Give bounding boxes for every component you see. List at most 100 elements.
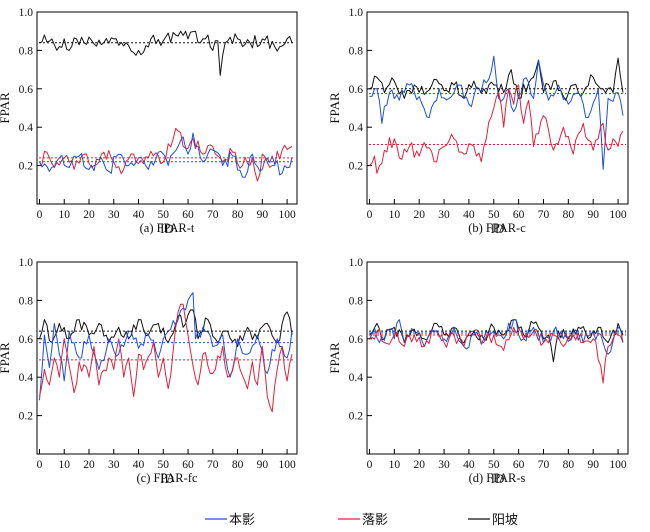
x-tick-label: 10 — [58, 209, 70, 221]
y-tick-label: 0.8 — [349, 295, 364, 307]
x-axis-label: ID — [491, 221, 505, 236]
x-tick-label: 50 — [488, 459, 500, 471]
x-tick-label: 20 — [413, 459, 425, 471]
chart-panel: 0.2 0.4 0.6 0.8 1.0 0 10 20 30 40 50 60 70 80 90 100 ID F… — [0, 257, 298, 486]
x-tick-label: 70 — [538, 459, 550, 471]
y-axis-label: FPAR — [0, 342, 12, 374]
panel-caption: (b) FPAR-c — [468, 221, 526, 235]
x-axis-label: ID — [160, 471, 174, 486]
x-tick-label: 0 — [367, 459, 373, 471]
y-axis-label: FPAR — [0, 92, 12, 124]
x-tick-label: 100 — [609, 459, 627, 471]
x-tick-label: 80 — [232, 209, 244, 221]
y-tick-label: 0.2 — [19, 411, 34, 423]
x-tick-label: 90 — [257, 459, 269, 471]
y-tick-label: 0.2 — [19, 161, 34, 173]
series-line — [369, 84, 624, 174]
y-tick-label: 0.4 — [349, 122, 364, 134]
series-line — [39, 127, 293, 182]
x-tick-label: 30 — [438, 209, 450, 221]
x-tick-label: 80 — [232, 459, 244, 471]
chart-panel: 0.2 0.4 0.6 0.8 1.0 0 10 20 30 40 50 60 70 80 90 100 ID F… — [0, 7, 298, 236]
chart-panel: 0.2 0.4 0.6 0.8 1.0 0 10 20 30 40 50 60 70 80 90 100 ID F… — [327, 257, 629, 486]
y-tick-label: 1.0 — [349, 7, 364, 19]
y-tick-label: 1.0 — [349, 257, 364, 269]
series-line — [369, 55, 624, 170]
x-tick-label: 10 — [389, 459, 401, 471]
x-tick-label: 20 — [83, 459, 95, 471]
y-tick-label: 0.6 — [349, 334, 364, 346]
x-tick-label: 40 — [463, 459, 475, 471]
x-tick-label: 30 — [438, 459, 450, 471]
y-tick-label: 1.0 — [19, 257, 34, 269]
legend: 本影 落影 阳坡 — [205, 512, 518, 527]
x-tick-label: 60 — [513, 209, 525, 221]
y-tick-label: 0.6 — [19, 334, 34, 346]
series-line — [39, 292, 293, 401]
x-tick-label: 70 — [207, 209, 219, 221]
x-tick-label: 40 — [133, 459, 145, 471]
x-tick-label: 40 — [463, 209, 475, 221]
plot-frame — [36, 261, 298, 455]
chart-panel: 0.2 0.4 0.6 0.8 1.0 0 10 20 30 40 50 60 70 80 90 100 ID F… — [327, 7, 629, 236]
y-tick-label: 0.4 — [349, 372, 364, 384]
x-tick-label: 10 — [389, 209, 401, 221]
y-axis-label: FPAR — [327, 342, 342, 374]
x-tick-label: 100 — [278, 209, 296, 221]
series-line — [369, 319, 624, 363]
x-tick-label: 10 — [58, 459, 70, 471]
x-tick-label: 50 — [158, 209, 170, 221]
x-tick-label: 60 — [513, 459, 525, 471]
plot-frame — [366, 11, 629, 205]
y-tick-label: 0.8 — [349, 45, 364, 57]
legend-label: 阳坡 — [492, 512, 518, 527]
series-line — [39, 132, 293, 178]
x-tick-label: 30 — [108, 459, 120, 471]
panel-caption: (d) FPAR-s — [469, 471, 526, 485]
panel-caption: (a) FPAR-t — [140, 221, 195, 235]
series-line — [369, 326, 624, 384]
x-tick-label: 60 — [182, 209, 194, 221]
chart-panels: 0.20.40.60.81.00 10 20 30 40 50 60 70 80 90 100IDF… — [0, 7, 629, 486]
x-tick-label: 100 — [609, 209, 627, 221]
x-tick-label: 20 — [83, 209, 95, 221]
legend-label: 本影 — [229, 512, 255, 527]
x-tick-label: 50 — [158, 459, 170, 471]
x-tick-label: 90 — [587, 459, 599, 471]
panel-caption: (c) FPAR-fc — [137, 471, 198, 485]
series-line — [39, 303, 293, 413]
x-tick-label: 100 — [278, 459, 296, 471]
legend-label: 落影 — [362, 512, 388, 527]
x-tick-label: 0 — [367, 209, 373, 221]
x-tick-label: 40 — [133, 209, 145, 221]
y-tick-label: 0.6 — [19, 84, 34, 96]
x-tick-label: 30 — [108, 209, 120, 221]
x-tick-label: 90 — [587, 209, 599, 221]
x-axis-label: ID — [491, 471, 505, 486]
y-tick-label: 0.8 — [19, 295, 34, 307]
x-axis-label: ID — [160, 221, 174, 236]
y-tick-label: 0.4 — [19, 122, 34, 134]
y-tick-label: 1.0 — [19, 7, 34, 19]
x-tick-label: 70 — [207, 459, 219, 471]
y-tick-label: 0.4 — [19, 372, 34, 384]
series-line — [369, 319, 624, 355]
y-tick-label: 0.6 — [349, 84, 364, 96]
y-axis-label: FPAR — [327, 92, 342, 124]
plot-frame — [366, 261, 629, 455]
x-tick-label: 0 — [37, 459, 43, 471]
series-line — [39, 30, 293, 76]
y-tick-label: 0.2 — [349, 411, 364, 423]
x-tick-label: 80 — [563, 459, 575, 471]
x-tick-label: 60 — [182, 459, 194, 471]
x-tick-label: 50 — [488, 209, 500, 221]
x-tick-label: 90 — [257, 209, 269, 221]
y-tick-label: 0.8 — [19, 45, 34, 57]
x-tick-label: 80 — [563, 209, 575, 221]
plot-frame — [36, 11, 298, 205]
x-tick-label: 20 — [413, 209, 425, 221]
x-tick-label: 70 — [538, 209, 550, 221]
series-line — [39, 309, 293, 347]
y-tick-label: 0.2 — [349, 161, 364, 173]
